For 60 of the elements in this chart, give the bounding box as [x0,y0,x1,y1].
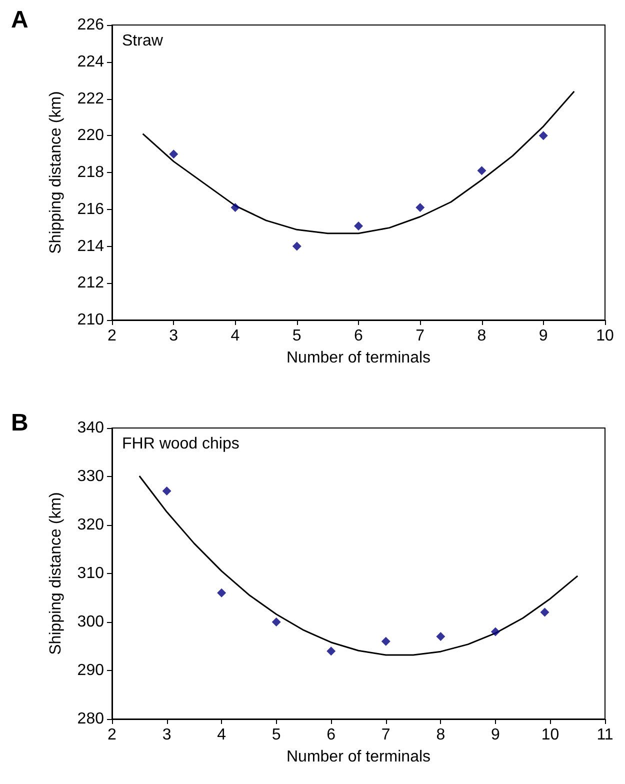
y-tick-label: 226 [77,16,104,34]
x-axis-title: Number of terminals [286,748,431,766]
point [354,221,363,230]
y-tick-label: 340 [77,420,104,436]
annotation: Straw [122,32,164,50]
y-tick-label: 280 [77,710,104,728]
annotation: FHR wood chips [122,436,240,452]
point [292,242,302,251]
x-tick-label: 2 [108,726,117,744]
point [416,203,425,212]
point [540,608,550,617]
point [490,627,500,636]
point [436,632,446,642]
point [326,646,336,656]
x-tick-label: 3 [169,328,178,344]
y-tick-label: 214 [77,238,104,255]
chart-title: B [11,410,28,436]
y-tick-label: 330 [77,468,104,485]
y-tick-label: 210 [77,312,104,328]
x-axis-title: Number of terminals [286,350,431,366]
point [477,166,486,176]
y-tick-label: 290 [77,662,104,679]
x-tick-label: 10 [596,328,614,344]
point [169,150,178,159]
point [230,203,240,212]
x-tick-label: 7 [381,726,390,744]
y-tick-label: 216 [77,200,104,218]
x-tick-label: 10 [541,726,560,744]
point [538,131,548,140]
x-tick-label: 4 [217,726,226,744]
point [381,636,390,646]
x-tick-label: 9 [538,328,548,344]
x-tick-label: 8 [436,726,446,744]
x-tick-label: 4 [230,328,240,344]
line-series [138,475,578,656]
y-tick-label: 300 [77,614,104,630]
chart-title: A [11,6,28,34]
x-tick-label: 6 [354,328,364,344]
x-tick-label: 7 [416,328,425,344]
y-tick-label: 212 [77,274,104,292]
point [217,588,226,598]
x-tick-label: 2 [108,328,117,344]
point [272,618,281,626]
x-tick-label: 11 [596,726,614,744]
y-tick-label: 320 [77,516,104,534]
x-tick-label: 3 [162,726,172,744]
y-tick-label: 222 [77,90,104,108]
y-axis-title: Shipping distance (km) [48,492,64,655]
x-tick-label: 9 [490,726,500,744]
line-series [142,90,575,234]
y-tick-label: 218 [77,164,104,181]
x-tick-label: 6 [326,726,336,744]
x-tick-label: 5 [272,726,281,744]
y-tick-label: 224 [77,53,104,70]
y-axis-title: Shipping distance (km) [48,91,64,254]
x-tick-label: 8 [477,328,486,344]
y-tick-label: 220 [77,127,104,144]
y-tick-label: 310 [77,565,104,582]
x-tick-label: 5 [292,328,302,344]
point [162,486,172,496]
